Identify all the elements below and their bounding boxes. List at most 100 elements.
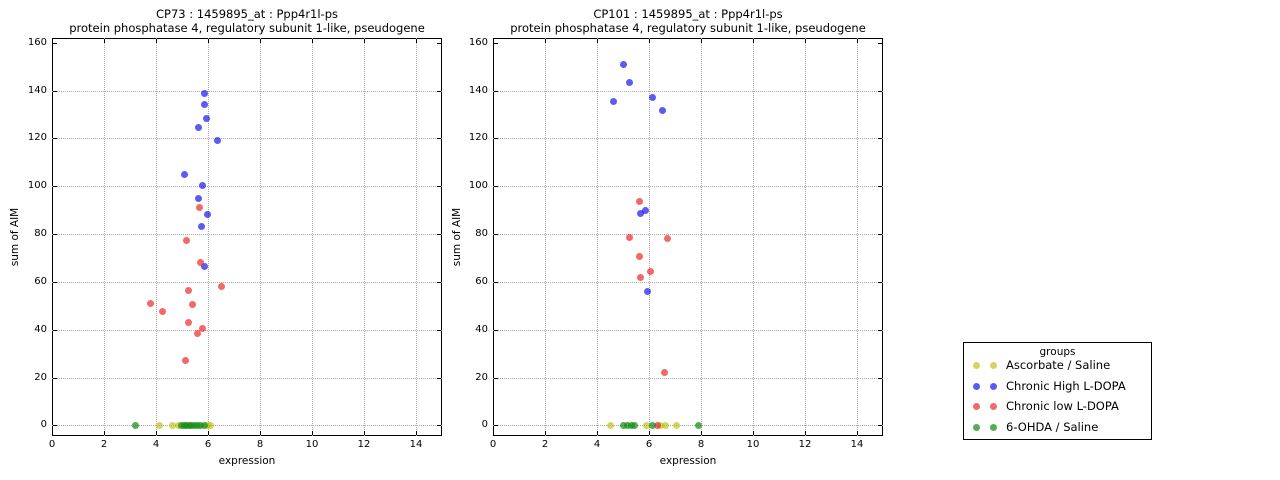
scatter-point bbox=[183, 236, 191, 244]
y-tick-mark bbox=[53, 186, 57, 188]
x-tick-mark bbox=[260, 431, 261, 435]
y-tick-mark bbox=[878, 42, 882, 44]
y-tick-mark bbox=[878, 425, 882, 427]
x-tick-mark bbox=[104, 431, 105, 435]
x-tick-mark bbox=[753, 431, 754, 435]
gridline-y bbox=[493, 281, 883, 283]
gridline-y bbox=[52, 377, 442, 379]
scatter-point bbox=[646, 267, 654, 275]
scatter-point bbox=[203, 211, 211, 219]
scatter-point bbox=[198, 181, 206, 189]
y-tick-mark bbox=[878, 281, 882, 283]
y-tick-mark bbox=[437, 329, 441, 331]
x-tick-label: 4 bbox=[152, 439, 160, 450]
y-tick-mark bbox=[53, 377, 57, 379]
y-tick-label: 80 bbox=[34, 228, 47, 240]
legend-item-label: 6-OHDA / Saline bbox=[1006, 419, 1099, 434]
y-tick-mark bbox=[494, 425, 498, 427]
y-tick-label: 100 bbox=[27, 180, 47, 192]
scatter-point bbox=[660, 369, 668, 377]
x-tick-mark bbox=[156, 39, 157, 43]
gridline-x bbox=[416, 38, 417, 436]
legend-item-label: Chronic low L-DOPA bbox=[1006, 399, 1119, 414]
gridline-y bbox=[52, 425, 442, 427]
x-axis-label: expression bbox=[218, 455, 276, 467]
scatter-point bbox=[196, 421, 204, 429]
x-tick-mark bbox=[753, 39, 754, 43]
scatter-point bbox=[194, 124, 202, 132]
gridline-y bbox=[493, 234, 883, 236]
x-tick-mark bbox=[364, 39, 365, 43]
axes-cp101 bbox=[493, 38, 883, 436]
gridline-x bbox=[545, 38, 546, 436]
y-tick-label: 40 bbox=[34, 323, 47, 335]
scatter-point bbox=[159, 308, 167, 316]
legend-item: Ascorbate / Saline bbox=[964, 358, 1151, 374]
y-tick-label: 120 bbox=[27, 132, 47, 144]
scatter-point bbox=[642, 421, 650, 429]
scatter-point bbox=[199, 325, 207, 333]
x-tick-mark bbox=[701, 431, 702, 435]
scatter-point bbox=[146, 299, 154, 307]
y-tick-mark bbox=[437, 425, 441, 427]
y-tick-mark bbox=[494, 281, 498, 283]
scatter-point bbox=[217, 283, 225, 291]
x-tick-label: 8 bbox=[256, 439, 264, 450]
scatter-point bbox=[620, 60, 628, 68]
y-tick-mark bbox=[437, 186, 441, 188]
scatter-point bbox=[642, 206, 650, 214]
y-tick-label: 0 bbox=[481, 419, 488, 431]
y-tick-mark bbox=[53, 138, 57, 140]
scatter-point bbox=[196, 259, 204, 267]
gridline-y bbox=[52, 186, 442, 188]
gridline-x bbox=[753, 38, 754, 436]
gridline-x bbox=[649, 38, 650, 436]
y-tick-label: 60 bbox=[34, 275, 47, 287]
axes-cp73 bbox=[52, 38, 442, 436]
x-tick-label: 10 bbox=[746, 439, 760, 450]
y-tick-mark bbox=[878, 138, 882, 140]
y-tick-mark bbox=[494, 138, 498, 140]
x-tick-label: 0 bbox=[489, 439, 497, 450]
y-tick-mark bbox=[437, 281, 441, 283]
plot-title: CP101 : 1459895_at : Ppp4r1l-ps bbox=[593, 7, 783, 21]
scatter-point bbox=[637, 273, 645, 281]
scatter-point bbox=[132, 421, 140, 429]
y-tick-mark bbox=[437, 138, 441, 140]
scatter-point bbox=[185, 319, 193, 327]
x-tick-label: 6 bbox=[204, 439, 212, 450]
gridline-y bbox=[52, 90, 442, 92]
gridline-x bbox=[312, 38, 313, 436]
x-tick-mark bbox=[545, 39, 546, 43]
gridline-y bbox=[52, 329, 442, 331]
x-tick-mark bbox=[805, 39, 806, 43]
scatter-point bbox=[196, 204, 204, 212]
legend-marker-icon bbox=[973, 423, 980, 431]
y-tick-label: 100 bbox=[468, 180, 488, 192]
y-tick-label: 80 bbox=[475, 228, 488, 240]
y-tick-mark bbox=[53, 42, 57, 44]
x-tick-mark bbox=[364, 431, 365, 435]
scatter-point bbox=[606, 421, 614, 429]
gridline-y bbox=[493, 377, 883, 379]
y-tick-mark bbox=[494, 186, 498, 188]
legend: groups Ascorbate / Saline Chronic High L-… bbox=[963, 342, 1152, 440]
y-tick-mark bbox=[494, 234, 498, 236]
gridline-x bbox=[701, 38, 702, 436]
scatter-point bbox=[201, 89, 209, 97]
x-tick-mark bbox=[52, 39, 53, 43]
x-tick-label: 14 bbox=[409, 439, 423, 450]
scatter-point bbox=[189, 301, 197, 309]
scatter-point bbox=[194, 194, 202, 202]
x-tick-label: 2 bbox=[100, 439, 108, 450]
y-tick-label: 60 bbox=[475, 275, 488, 287]
x-tick-mark bbox=[701, 39, 702, 43]
y-tick-mark bbox=[494, 90, 498, 92]
gridline-x bbox=[364, 38, 365, 436]
scatter-point bbox=[664, 235, 672, 243]
y-tick-mark bbox=[878, 329, 882, 331]
scatter-point bbox=[658, 107, 666, 115]
x-tick-mark bbox=[493, 431, 494, 435]
x-tick-mark bbox=[597, 39, 598, 43]
legend-marker-icon bbox=[973, 382, 980, 390]
